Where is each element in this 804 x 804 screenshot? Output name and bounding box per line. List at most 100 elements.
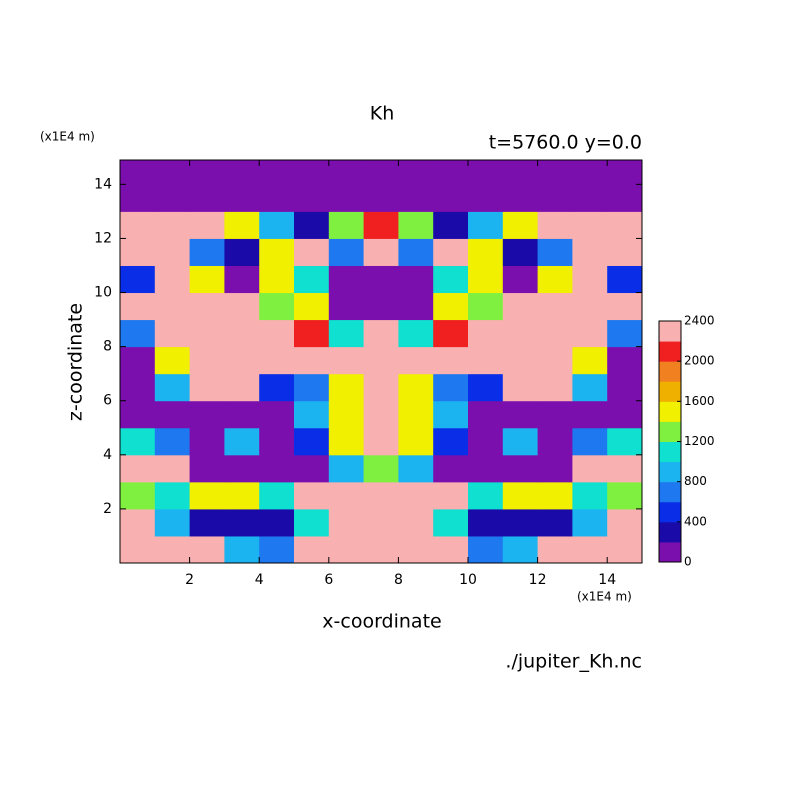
- colorbar-swatch: [659, 481, 681, 503]
- contour-cell: [120, 211, 156, 239]
- contour-cell: [607, 346, 643, 375]
- contour-cell: [363, 454, 399, 483]
- colorbar-tick-label: 1600: [684, 394, 715, 408]
- contour-cell: [120, 346, 156, 375]
- contour-cell: [572, 185, 608, 212]
- colorbar-swatch: [659, 461, 681, 483]
- y-tick-label: 12: [94, 230, 112, 246]
- contour-cell: [572, 427, 608, 456]
- contour-cell: [154, 292, 191, 321]
- colorbar-swatch: [659, 441, 681, 463]
- contour-cell: [224, 346, 260, 375]
- contour-cell: [502, 346, 539, 375]
- contour-cell: [294, 373, 330, 402]
- contour-cell: [294, 400, 330, 429]
- contour-cell: [224, 292, 260, 321]
- contour-cell: [433, 427, 469, 456]
- contour-cell: [537, 427, 573, 456]
- contour-cell: [120, 427, 156, 456]
- contour-cell: [294, 454, 330, 483]
- colorbar-swatch: [659, 421, 681, 442]
- contour-cell: [363, 185, 399, 212]
- contour-cell: [154, 265, 191, 294]
- contour-cell: [502, 238, 539, 266]
- contour-cell: [154, 346, 191, 375]
- contour-cell: [259, 292, 295, 321]
- contour-cell: [607, 400, 643, 429]
- contour-cell: [294, 211, 330, 239]
- contour-cell: [537, 292, 573, 321]
- contour-cell: [398, 535, 434, 564]
- contour-cell: [363, 373, 399, 402]
- contour-cell: [189, 185, 225, 212]
- contour-cell: [224, 508, 260, 537]
- contour-cell: [154, 373, 191, 402]
- contour-cell: [154, 238, 191, 266]
- contour-cell: [607, 292, 643, 321]
- contour-cell: [328, 373, 365, 402]
- contour-cell: [502, 211, 539, 239]
- contour-cell: [224, 185, 260, 212]
- contour-cell: [224, 481, 260, 510]
- contour-cell: [398, 508, 434, 537]
- contour-cell: [433, 211, 469, 239]
- contour-cell: [294, 427, 330, 456]
- contour-cell: [502, 265, 539, 294]
- contour-cell: [572, 508, 608, 537]
- contour-cell: [433, 373, 469, 402]
- colorbar-swatch: [659, 521, 681, 543]
- contour-cell: [120, 319, 156, 348]
- contour-cell: [398, 265, 434, 294]
- contour-cell: [433, 400, 469, 429]
- contour-cell: [154, 319, 191, 348]
- contour-cell: [224, 373, 260, 402]
- contour-cell: [433, 508, 469, 537]
- y-tick-label: 4: [103, 447, 112, 463]
- contour-cell: [120, 160, 156, 186]
- contour-cell: [468, 292, 504, 321]
- contour-cell: [328, 346, 365, 375]
- source-label: ./jupiter_Kh.nc: [505, 651, 642, 673]
- contour-cell: [537, 238, 573, 266]
- contour-cell: [328, 160, 365, 186]
- contour-cell: [363, 265, 399, 294]
- contour-cell: [363, 400, 399, 429]
- colorbar-swatch: [659, 361, 681, 382]
- contour-cell: [294, 265, 330, 294]
- x-tick-label: 6: [324, 572, 333, 588]
- y-tick-label: 14: [94, 176, 112, 192]
- contour-cell: [363, 160, 399, 186]
- contour-cell: [189, 346, 225, 375]
- contour-cell: [189, 292, 225, 321]
- y-unit: (x1E4 m): [40, 130, 95, 144]
- contour-cell: [398, 454, 434, 483]
- contour-cell: [328, 535, 365, 564]
- contour-cell: [328, 319, 365, 348]
- contour-cell: [572, 211, 608, 239]
- contour-cell: [607, 319, 643, 348]
- contour-cell: [328, 185, 365, 212]
- contour-cell: [502, 535, 539, 564]
- contour-cell: [154, 211, 191, 239]
- contour-cell: [468, 454, 504, 483]
- contour-cell: [363, 427, 399, 456]
- contour-cell: [154, 508, 191, 537]
- contour-cell: [328, 454, 365, 483]
- contour-cell: [189, 508, 225, 537]
- contour-cell: [154, 427, 191, 456]
- contour-cell: [224, 319, 260, 348]
- contour-cell: [224, 238, 260, 266]
- x-tick-label: 14: [598, 572, 616, 588]
- chart-subtitle: t=5760.0 y=0.0: [489, 132, 642, 154]
- contour-cell: [398, 319, 434, 348]
- contour-cell: [537, 319, 573, 348]
- contour-cell: [259, 238, 295, 266]
- colorbar-tick-label: 2000: [684, 354, 715, 368]
- contour-cell: [398, 238, 434, 266]
- contour-cell: [468, 400, 504, 429]
- contour-cell: [363, 292, 399, 321]
- contour-cell: [607, 481, 643, 510]
- contour-cell: [363, 346, 399, 375]
- contour-cell: [572, 292, 608, 321]
- contour-cell: [154, 400, 191, 429]
